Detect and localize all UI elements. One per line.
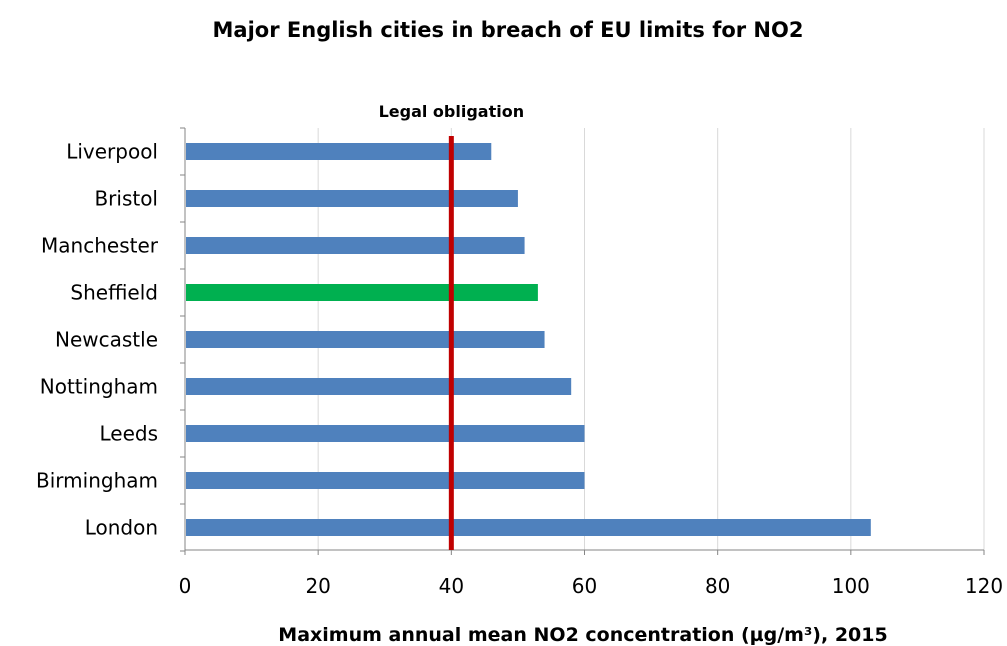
bar-birmingham [186,472,585,489]
x-axis-title: Maximum annual mean NO2 concentration (µ… [278,624,887,646]
bar-newcastle [186,331,545,348]
category-label: Liverpool [66,140,158,164]
category-label: Newcastle [55,328,158,352]
bar-manchester [186,237,525,254]
axes: Liverpool Bristol Manchester Sheffield Newca… [36,127,1003,598]
bar-liverpool [186,143,492,160]
reference-line-group: Legal obligation [379,102,525,550]
reference-line-label: Legal obligation [379,102,525,121]
bar-nottingham [186,378,572,395]
bar-bristol [186,190,518,207]
category-label: Bristol [94,187,158,211]
bar-sheffield [186,284,538,301]
bar-london [186,519,871,536]
x-tick-label: 0 [179,574,192,598]
bars [186,143,871,536]
category-label: Manchester [41,234,159,258]
category-label: Sheffield [70,281,158,305]
x-tick-label: 20 [305,574,330,598]
x-tick-label: 80 [705,574,730,598]
category-label: Leeds [99,422,158,446]
chart-title: Major English cities in breach of EU lim… [213,18,804,42]
category-label: Birmingham [36,469,158,493]
category-label: London [85,516,158,540]
x-tick-label: 40 [439,574,464,598]
x-tick-label: 120 [965,574,1003,598]
x-tick-label: 100 [832,574,870,598]
x-tick-label: 60 [572,574,597,598]
bar-leeds [186,425,585,442]
category-label: Nottingham [40,375,158,399]
